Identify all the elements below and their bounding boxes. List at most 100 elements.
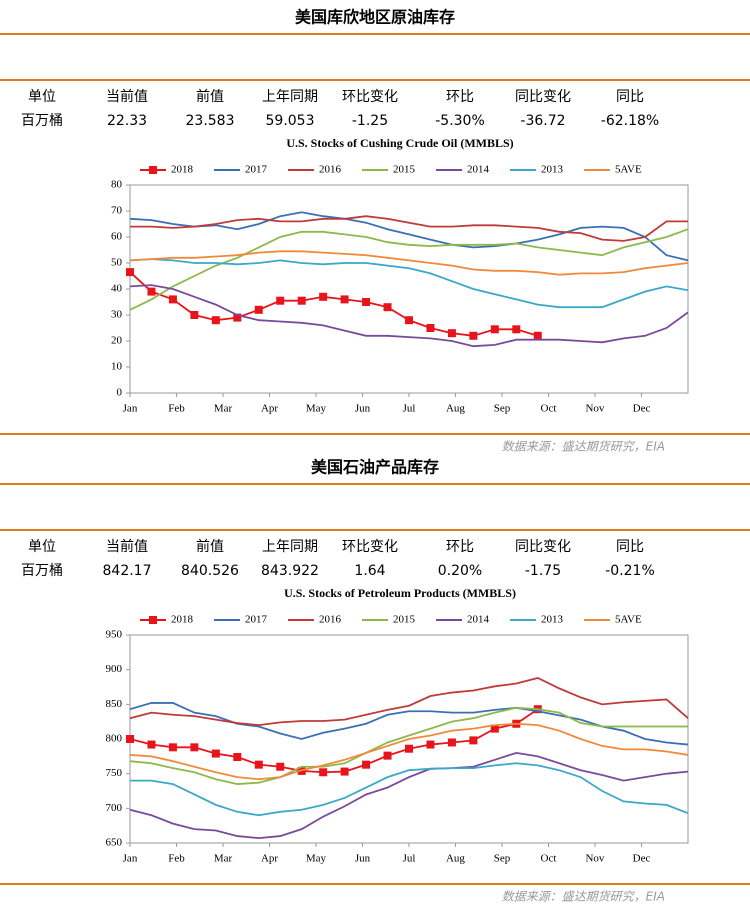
legend-label: 2014	[467, 164, 490, 176]
y-tick-label: 800	[106, 733, 123, 745]
table-header: 上年同期	[262, 89, 318, 105]
table-header: 上年同期	[262, 539, 318, 555]
x-tick-label: Feb	[168, 403, 185, 415]
point-marker	[276, 296, 285, 305]
legend-label: 2016	[319, 164, 342, 176]
table-header: 单位	[28, 539, 56, 555]
legend-label: 2013	[541, 614, 564, 626]
x-tick-label: Nov	[585, 853, 604, 865]
x-tick-label: May	[306, 403, 327, 415]
table-cell: -62.18%	[601, 113, 659, 129]
legend-label: 5AVE	[615, 614, 642, 626]
y-tick-label: 0	[117, 387, 123, 399]
legend-label: 2017	[245, 614, 268, 626]
point-marker	[319, 292, 328, 301]
x-tick-label: Jun	[355, 403, 371, 415]
section-title: 美国石油产品库存	[311, 458, 439, 477]
point-marker	[340, 295, 349, 304]
table-cell: -0.21%	[605, 563, 655, 579]
y-tick-label: 900	[106, 663, 123, 675]
series-line	[130, 215, 688, 242]
section-title: 美国库欣地区原油库存	[295, 8, 455, 27]
table-cell: 23.583	[186, 113, 235, 129]
chart-title: U.S. Stocks of Petroleum Products (MMBLS…	[284, 586, 516, 600]
x-tick-label: Mar	[214, 403, 233, 415]
point-marker	[533, 331, 542, 340]
legend-marker	[149, 166, 157, 174]
series-line	[129, 258, 689, 309]
y-tick-label: 700	[106, 802, 123, 814]
source: 数据来源：盛达期货研究，EIA	[502, 440, 665, 454]
table-cell: 843.922	[261, 563, 319, 579]
point-marker	[490, 724, 499, 733]
point-marker	[383, 303, 392, 312]
series-line	[129, 271, 539, 337]
x-tick-label: Sep	[494, 853, 511, 865]
table-cell: 百万桶	[21, 563, 63, 579]
point-marker	[319, 768, 328, 777]
series-line	[129, 211, 689, 262]
point-marker	[512, 325, 521, 334]
table-header: 单位	[28, 89, 56, 105]
x-tick-label: Dec	[633, 853, 651, 865]
y-tick-label: 60	[111, 231, 123, 243]
legend-marker	[149, 616, 157, 624]
x-tick-label: Sep	[494, 403, 511, 415]
legend-label: 2016	[319, 614, 342, 626]
point-marker	[276, 762, 285, 771]
table-header: 前值	[196, 88, 224, 105]
point-marker	[168, 743, 177, 752]
point-marker	[126, 735, 134, 743]
x-tick-label: Jul	[403, 853, 416, 865]
table-header: 同比变化	[515, 539, 571, 555]
series-line	[129, 702, 689, 746]
table-cell: -1.25	[352, 113, 388, 129]
point-marker	[126, 268, 134, 277]
legend-label: 2015	[393, 164, 416, 176]
point-marker	[147, 740, 156, 749]
point-marker	[490, 325, 499, 334]
point-marker	[405, 744, 413, 753]
y-tick-label: 650	[106, 837, 123, 849]
series-line	[129, 722, 689, 781]
x-tick-label: May	[306, 853, 327, 865]
point-marker	[233, 753, 242, 762]
point-marker	[233, 313, 242, 322]
legend-label: 2018	[171, 614, 194, 626]
legend-label: 2015	[393, 614, 416, 626]
point-marker	[426, 324, 435, 332]
table-header: 环比变化	[342, 89, 398, 105]
point-marker	[297, 296, 306, 305]
x-tick-label: Feb	[168, 853, 185, 865]
table-header: 同比变化	[515, 89, 571, 105]
point-marker	[405, 316, 413, 325]
series-line	[129, 706, 688, 785]
point-marker	[362, 760, 371, 769]
y-tick-label: 50	[111, 257, 123, 269]
point-marker	[469, 331, 478, 340]
table-cell: 22.33	[107, 113, 147, 129]
x-tick-label: Apr	[261, 853, 278, 865]
legend-label: 5AVE	[615, 164, 642, 176]
y-tick-label: 850	[106, 698, 123, 710]
source: 数据来源：盛达期货研究，EIA	[502, 890, 665, 904]
table-header: 环比变化	[342, 539, 398, 555]
y-tick-label: 750	[106, 767, 123, 779]
point-marker	[447, 738, 456, 747]
table-cell: 842.17	[103, 563, 152, 579]
x-tick-label: Aug	[446, 853, 465, 865]
x-tick-label: Oct	[541, 403, 557, 415]
x-tick-label: Dec	[633, 403, 651, 415]
y-tick-label: 950	[106, 629, 123, 641]
x-tick-label: Apr	[261, 403, 278, 415]
table-cell: 59.053	[266, 113, 315, 129]
series-line	[129, 228, 689, 311]
x-tick-label: Jul	[403, 403, 416, 415]
point-marker	[254, 305, 263, 314]
legend-label: 2018	[171, 164, 194, 176]
y-tick-label: 20	[111, 335, 123, 347]
x-tick-label: Jan	[123, 403, 138, 415]
x-tick-label: Jan	[123, 853, 138, 865]
table-header: 当前值	[106, 88, 148, 105]
